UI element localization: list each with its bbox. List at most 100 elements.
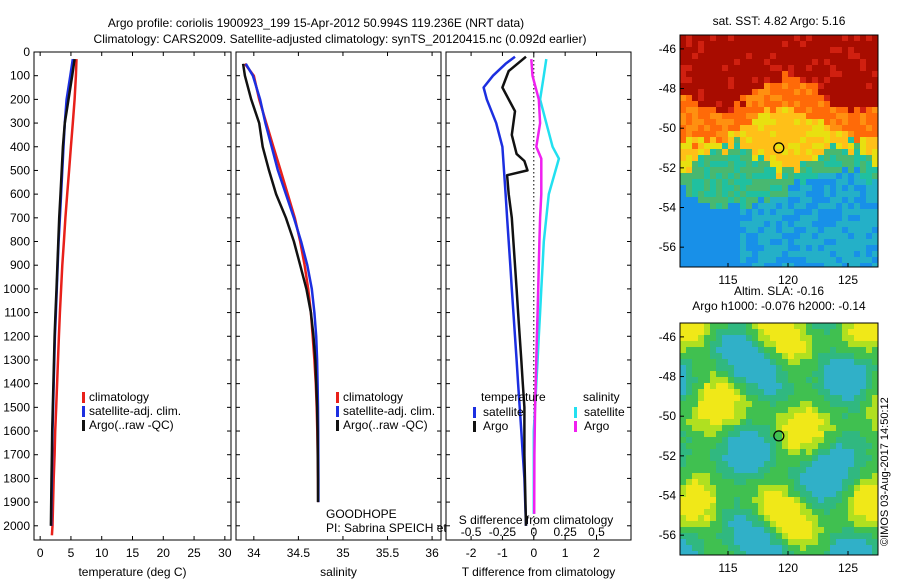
- heatmap-cell: [860, 185, 866, 191]
- heatmap-cell: [794, 443, 800, 449]
- heatmap-cell: [776, 395, 782, 401]
- heatmap-cell: [710, 53, 716, 59]
- heatmap-cell: [854, 35, 860, 41]
- heatmap-cell: [866, 425, 872, 431]
- heatmap-cell: [728, 125, 734, 131]
- heatmap-cell: [698, 365, 704, 371]
- heatmap-cell: [776, 209, 782, 215]
- heatmap-cell: [770, 221, 776, 227]
- heatmap-cell: [752, 455, 758, 461]
- heatmap-cell: [794, 83, 800, 89]
- heatmap-cell: [872, 437, 878, 443]
- heatmap-cell: [764, 209, 770, 215]
- heatmap-cell: [692, 77, 698, 83]
- heatmap-cell: [860, 341, 866, 347]
- heatmap-cell: [722, 461, 728, 467]
- heatmap-cell: [842, 407, 848, 413]
- heatmap-cell: [686, 179, 692, 185]
- heatmap-cell: [680, 173, 686, 179]
- heatmap-cell: [812, 419, 818, 425]
- heatmap-cell: [776, 101, 782, 107]
- heatmap-cell: [824, 113, 830, 119]
- heatmap-cell: [782, 395, 788, 401]
- heatmap-cell: [752, 221, 758, 227]
- heatmap-cell: [842, 113, 848, 119]
- heatmap-cell: [854, 353, 860, 359]
- heatmap-cell: [872, 425, 878, 431]
- y-tick-label: -48: [659, 82, 677, 96]
- heatmap-cell: [830, 251, 836, 257]
- heatmap-cell: [812, 341, 818, 347]
- heatmap-cell: [698, 143, 704, 149]
- heatmap-cell: [710, 167, 716, 173]
- heatmap-cell: [692, 413, 698, 419]
- heatmap-cell: [866, 125, 872, 131]
- heatmap-cell: [758, 491, 764, 497]
- heatmap-cell: [752, 431, 758, 437]
- heatmap-cell: [818, 143, 824, 149]
- heatmap-cell: [860, 323, 866, 329]
- heatmap-cell: [854, 521, 860, 527]
- heatmap-cell: [824, 191, 830, 197]
- heatmap-cell: [818, 137, 824, 143]
- heatmap-cell: [818, 113, 824, 119]
- heatmap-cell: [782, 83, 788, 89]
- heatmap-cell: [854, 395, 860, 401]
- heatmap-cell: [728, 71, 734, 77]
- heatmap-cell: [704, 521, 710, 527]
- heatmap-cell: [806, 437, 812, 443]
- heatmap-cell: [758, 131, 764, 137]
- heatmap-cell: [824, 161, 830, 167]
- heatmap-cell: [818, 185, 824, 191]
- heatmap-cell: [716, 431, 722, 437]
- heatmap-cell: [806, 521, 812, 527]
- heatmap-cell: [740, 353, 746, 359]
- heatmap-cell: [794, 509, 800, 515]
- heatmap-cell: [686, 335, 692, 341]
- heatmap-cell: [872, 515, 878, 521]
- heatmap-cell: [848, 119, 854, 125]
- legend-swatch: [336, 392, 339, 403]
- heatmap-cell: [794, 515, 800, 521]
- heatmap-cell: [842, 101, 848, 107]
- heatmap-cell: [698, 41, 704, 47]
- heatmap-cell: [692, 533, 698, 539]
- heatmap-cell: [698, 53, 704, 59]
- heatmap-cell: [740, 179, 746, 185]
- heatmap-cell: [842, 335, 848, 341]
- heatmap-cell: [710, 365, 716, 371]
- heatmap-cell: [854, 407, 860, 413]
- heatmap-cell: [746, 203, 752, 209]
- heatmap-cell: [752, 485, 758, 491]
- heatmap-cell: [800, 251, 806, 257]
- heatmap-cell: [722, 59, 728, 65]
- heatmap-cell: [740, 461, 746, 467]
- heatmap-cell: [680, 215, 686, 221]
- heatmap-cell: [764, 539, 770, 545]
- heatmap-cell: [842, 539, 848, 545]
- heatmap-cell: [776, 533, 782, 539]
- legend-label: Argo: [584, 419, 610, 433]
- heatmap-cell: [770, 71, 776, 77]
- heatmap-cell: [842, 245, 848, 251]
- heatmap-cell: [782, 509, 788, 515]
- heatmap-cell: [800, 533, 806, 539]
- heatmap-cell: [692, 419, 698, 425]
- heatmap-cell: [830, 335, 836, 341]
- heatmap-cell: [836, 425, 842, 431]
- heatmap-cell: [842, 341, 848, 347]
- heatmap-cell: [710, 245, 716, 251]
- heatmap-cell: [710, 407, 716, 413]
- heatmap-cell: [848, 365, 854, 371]
- heatmap-cell: [800, 137, 806, 143]
- heatmap-cell: [686, 185, 692, 191]
- heatmap-cell: [794, 401, 800, 407]
- heatmap-cell: [854, 419, 860, 425]
- heatmap-cell: [686, 503, 692, 509]
- heatmap-cell: [866, 209, 872, 215]
- heatmap-cell: [698, 173, 704, 179]
- heatmap-cell: [728, 449, 734, 455]
- heatmap-cell: [806, 527, 812, 533]
- heatmap-cell: [698, 83, 704, 89]
- heatmap-cell: [866, 173, 872, 179]
